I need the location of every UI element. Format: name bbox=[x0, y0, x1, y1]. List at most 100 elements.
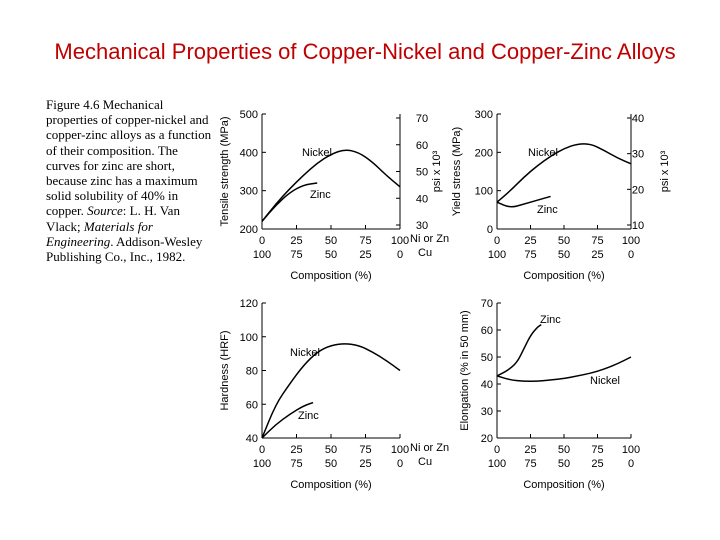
chart1-x-tick-label-bottom: 0 bbox=[397, 249, 403, 261]
chart4-series-zinc-label: Zinc bbox=[540, 314, 561, 326]
caption-author: : L. H. Van Vlack; bbox=[46, 203, 180, 234]
chart1-y-tick-label: 400 bbox=[240, 147, 258, 159]
chart4-y-tick-label: 60 bbox=[481, 325, 493, 337]
chart4-y-tick-label: 30 bbox=[481, 406, 493, 418]
chart3-x-tick-label-bottom: 0 bbox=[397, 458, 403, 470]
chart3-x-tick-label-bottom: 25 bbox=[359, 458, 371, 470]
chart2-y-axis-title: Yield stress (MPa) bbox=[451, 127, 463, 216]
chart1-y-tick-label: 200 bbox=[240, 224, 258, 236]
chart1-series-zinc-label: Zinc bbox=[310, 189, 331, 201]
chart2-series-zinc-label: Zinc bbox=[537, 204, 558, 216]
chart1-x-tick-label-bottom: 75 bbox=[290, 249, 302, 261]
chart2-series-nickel-label: Nickel bbox=[528, 147, 558, 159]
chart4-x-tick-label-top: 100 bbox=[622, 444, 640, 456]
chart3-y-tick-label: 100 bbox=[240, 332, 258, 344]
chart2-x-tick-label-bottom: 50 bbox=[558, 249, 570, 261]
chart3-series-nickel-label: Nickel bbox=[290, 347, 320, 359]
slide-title: Mechanical Properties of Copper-Nickel a… bbox=[54, 39, 676, 64]
chart2-x-tick-label-top: 75 bbox=[591, 235, 603, 247]
chart1-series-nickel-line bbox=[261, 149, 401, 222]
chart1-y2-axis-title: psi x 10³ bbox=[431, 150, 443, 192]
chart1-x-tick-label-top: 0 bbox=[259, 235, 265, 247]
chart4-x-tick-label-bottom: 50 bbox=[558, 458, 570, 470]
chart4-y-tick-label: 50 bbox=[481, 352, 493, 364]
chart2-x-axis-title: Composition (%) bbox=[523, 270, 604, 282]
chart1-x-tick-label-top: 25 bbox=[290, 235, 302, 247]
chart1-x-axis-title: Composition (%) bbox=[290, 270, 371, 282]
chart2-y2-tick-label: 20 bbox=[632, 184, 644, 196]
chart2-y-tick-label: 300 bbox=[475, 109, 493, 121]
chart3-x-axis-title: Composition (%) bbox=[290, 479, 371, 491]
chart2-y2-tick-label: 30 bbox=[632, 149, 644, 161]
chart1-y-axis-title: Tensile strength (MPa) bbox=[219, 116, 231, 226]
chart4-x-tick-label-bottom: 0 bbox=[628, 458, 634, 470]
chart3-x-tick-label-top: 0 bbox=[259, 444, 265, 456]
chart2-y2-axis-title: psi x 10³ bbox=[659, 150, 671, 192]
chart1-y2-tick-label: 50 bbox=[416, 167, 428, 179]
chart4-series-nickel-label: Nickel bbox=[590, 375, 620, 387]
chart4-x-axis-title: Composition (%) bbox=[523, 479, 604, 491]
caption-publisher: . Addison-Wesley Publishing Co., Inc., 1… bbox=[46, 233, 203, 265]
caption-source-label: Source bbox=[87, 203, 123, 219]
chart2-series-nickel-line bbox=[496, 143, 632, 203]
chart3-x-tick-label-top: 25 bbox=[290, 444, 302, 456]
chart1-x-tick-label-top: 50 bbox=[325, 235, 337, 247]
chart1-y-tick-label: 500 bbox=[240, 109, 258, 121]
chart2-series-zinc-line bbox=[496, 195, 551, 208]
chart4-x-tick-label-top: 25 bbox=[524, 444, 536, 456]
chart2-x-tick-label-bottom: 75 bbox=[524, 249, 536, 261]
chart1-y2-tick-label: 30 bbox=[416, 220, 428, 232]
chart3-x-tick-label-top: 100 bbox=[391, 444, 409, 456]
chart4-x-tick-label-bottom: 75 bbox=[524, 458, 536, 470]
chart1-series-nickel-label: Nickel bbox=[302, 147, 332, 159]
chart1-x-tick-label-bottom: 25 bbox=[359, 249, 371, 261]
chart2-x-tick-label-bottom: 25 bbox=[591, 249, 603, 261]
chart4-x-tick-label-top: 0 bbox=[494, 444, 500, 456]
chart1-x-tick-label-top: 100 bbox=[391, 235, 409, 247]
chart2-x-tick-label-top: 0 bbox=[494, 235, 500, 247]
chart3-y-tick-label: 80 bbox=[246, 366, 258, 378]
chart2-x-tick-label-top: 100 bbox=[622, 235, 640, 247]
chart1-x-composition-top-name: Ni or Zn bbox=[410, 233, 449, 245]
chart1-series-zinc-line bbox=[261, 182, 318, 222]
chart1-x-tick-label-bottom: 50 bbox=[325, 249, 337, 261]
chart2-y-tick-label: 0 bbox=[487, 224, 493, 236]
chart3-y-axis-title: Hardness (HRF) bbox=[219, 330, 231, 410]
chart4-x-tick-label-top: 75 bbox=[591, 444, 603, 456]
chart1-y-tick-label: 300 bbox=[240, 186, 258, 198]
chart3-y-tick-label: 40 bbox=[246, 433, 258, 445]
chart4-series-zinc-line bbox=[496, 323, 542, 377]
chart3-y-tick-label: 120 bbox=[240, 298, 258, 310]
chart1-x-composition-bottom-name: Cu bbox=[418, 247, 432, 259]
caption-text: Figure 4.6 Mechanical properties of copp… bbox=[46, 97, 212, 219]
chart3-x-composition-top-name: Ni or Zn bbox=[410, 442, 449, 454]
chart3-series-nickel-line bbox=[261, 343, 401, 439]
chart1-x-tick-label-bottom: 100 bbox=[253, 249, 271, 261]
chart4-x-tick-label-bottom: 25 bbox=[591, 458, 603, 470]
chart2-x-tick-label-bottom: 0 bbox=[628, 249, 634, 261]
chart2-x-tick-label-top: 25 bbox=[524, 235, 536, 247]
chart3-x-tick-label-top: 75 bbox=[359, 444, 371, 456]
chart3-x-tick-label-bottom: 100 bbox=[253, 458, 271, 470]
chart3-x-tick-label-bottom: 75 bbox=[290, 458, 302, 470]
chart4-y-tick-label: 40 bbox=[481, 379, 493, 391]
figure-caption: Figure 4.6 Mechanical properties of copp… bbox=[46, 97, 212, 264]
chart4-y-tick-label: 20 bbox=[481, 433, 493, 445]
chart4-x-tick-label-bottom: 100 bbox=[488, 458, 506, 470]
chart2-x-tick-label-bottom: 100 bbox=[488, 249, 506, 261]
chart2-y-tick-label: 100 bbox=[475, 186, 493, 198]
chart2-x-tick-label-top: 50 bbox=[558, 235, 570, 247]
chart2-y-tick-label: 200 bbox=[475, 147, 493, 159]
chart1-x-tick-label-top: 75 bbox=[359, 235, 371, 247]
chart4-y-axis-title: Elongation (% in 50 mm) bbox=[459, 310, 471, 430]
chart4-x-tick-label-top: 50 bbox=[558, 444, 570, 456]
chart3-x-tick-label-top: 50 bbox=[325, 444, 337, 456]
chart3-series-zinc-label: Zinc bbox=[298, 410, 319, 422]
chart1-y2-tick-label: 60 bbox=[416, 140, 428, 152]
chart4-y-tick-label: 70 bbox=[481, 298, 493, 310]
chart2-y2-tick-label: 10 bbox=[632, 220, 644, 232]
chart3-y-tick-label: 60 bbox=[246, 399, 258, 411]
chart1-y2-tick-label: 70 bbox=[416, 113, 428, 125]
chart2-y2-tick-label: 40 bbox=[632, 113, 644, 125]
